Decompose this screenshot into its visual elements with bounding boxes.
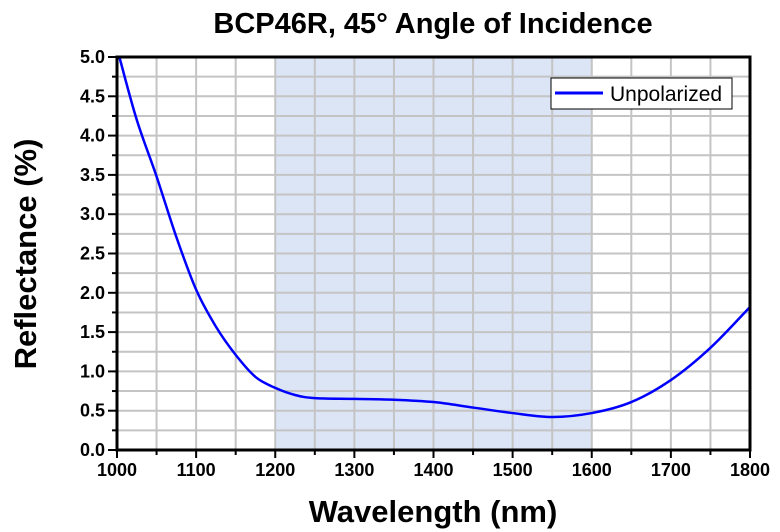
grid: [117, 57, 750, 450]
series-line-unpolarized: [118, 56, 751, 419]
x-tick-label: 1500: [493, 460, 533, 480]
series-layer: [118, 56, 751, 419]
y-tick-label: 0.0: [80, 440, 105, 460]
y-tick-label: 1.0: [80, 361, 105, 381]
plot-frame: [115, 55, 752, 452]
y-tick-label: 1.5: [80, 322, 105, 342]
x-tick-label: 1700: [651, 460, 691, 480]
y-axis-label: Reflectance (%): [8, 139, 43, 370]
legend-label: Unpolarized: [610, 83, 722, 106]
y-tick-label: 2.0: [80, 283, 105, 303]
y-tick-label: 3.5: [80, 165, 105, 185]
y-tick-label: 5.0: [80, 47, 105, 67]
y-tick-label: 4.5: [80, 86, 105, 106]
y-tick-label: 4.0: [80, 126, 105, 146]
x-tick-label: 1400: [413, 460, 453, 480]
chart-title: BCP46R, 45° Angle of Incidence: [213, 8, 652, 40]
legend: Unpolarized: [550, 77, 733, 110]
x-tick-label: 1000: [97, 460, 137, 480]
ticks: 1000 1100 1200 1300 1400 1500 1600 1700 1800 0.0 0…: [80, 47, 770, 480]
y-tick-label: 0.5: [80, 401, 105, 421]
x-tick-label: 1800: [730, 460, 770, 480]
x-tick-label: 1300: [334, 460, 374, 480]
y-tick-label: 3.0: [80, 204, 105, 224]
x-axis-label: Wavelength (nm): [309, 494, 558, 529]
x-tick-label: 1100: [177, 460, 216, 480]
x-tick-label: 1200: [255, 460, 295, 480]
y-tick-label: 2.5: [80, 244, 105, 264]
x-tick-label: 1600: [572, 460, 612, 480]
